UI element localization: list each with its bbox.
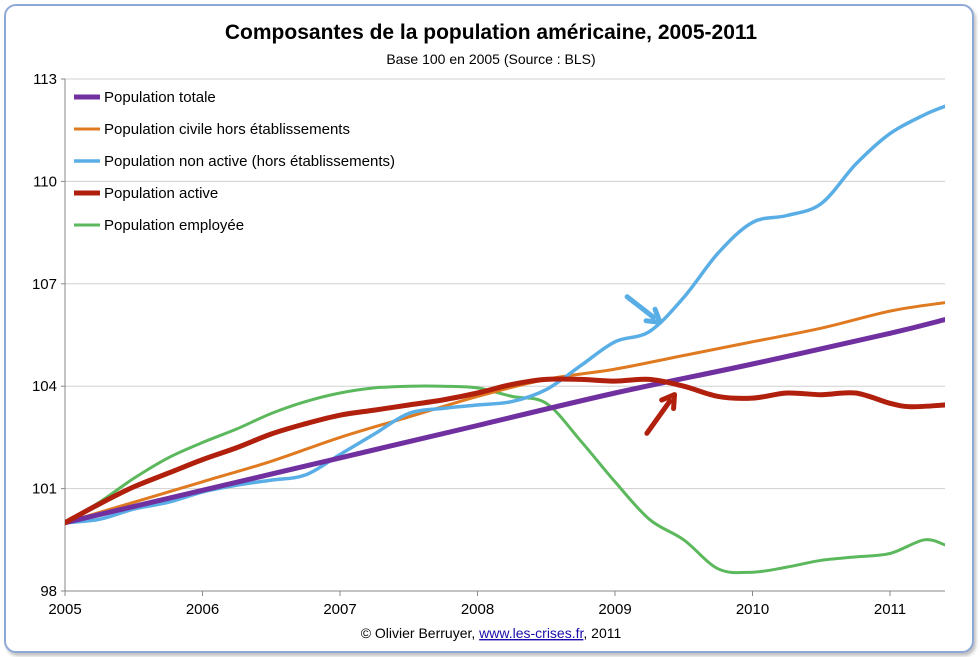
y-tick-label: 98 bbox=[40, 583, 57, 600]
x-tick-label: 2006 bbox=[186, 601, 219, 618]
legend-label-population-totale: Population totale bbox=[104, 89, 216, 106]
y-tick-label: 104 bbox=[32, 378, 57, 395]
line-chart: Composantes de la population américaine,… bbox=[32, 21, 945, 641]
credit-link[interactable]: www.les-crises.fr bbox=[478, 625, 584, 641]
credit-year: , 2011 bbox=[583, 625, 621, 641]
legend-label-population-active: Population active bbox=[104, 185, 218, 202]
axes: 98 101 104 107 110 113 2005 2006 2007 2008 2009 201… bbox=[32, 71, 945, 618]
gridlines bbox=[65, 78, 945, 490]
series-line-population-employee bbox=[65, 384, 945, 575]
y-tick-label: 110 bbox=[33, 173, 57, 190]
series-line-population-active bbox=[65, 376, 945, 526]
legend-label-population-civile-hors-etablissements: Population civile hors établissements bbox=[104, 121, 350, 138]
x-tick-label: 2008 bbox=[461, 601, 494, 618]
series-line-population-civile-hors-etablissements bbox=[65, 301, 945, 525]
annotations bbox=[624, 294, 678, 436]
legend-label-population-non-active-hors-etablissements: Population non active (hors établissemen… bbox=[104, 153, 395, 170]
series-line-population-totale bbox=[65, 317, 945, 526]
y-tick-label: 101 bbox=[32, 481, 57, 498]
x-tick-label: 2005 bbox=[48, 601, 81, 618]
credit-line: © Olivier Berruyer, www.les-crises.fr, 2… bbox=[361, 625, 622, 641]
chart-frame: Composantes de la population américaine,… bbox=[4, 4, 974, 653]
chart-subtitle: Base 100 en 2005 (Source : BLS) bbox=[386, 51, 595, 67]
annotation-arrow-shaft bbox=[644, 398, 673, 436]
x-tick-label: 2009 bbox=[598, 601, 631, 618]
y-tick-label: 107 bbox=[32, 276, 57, 293]
annotation-arrow-head bbox=[659, 392, 678, 412]
annotation-arrow-shaft bbox=[624, 294, 657, 320]
x-tick-label: 2007 bbox=[323, 601, 356, 618]
y-tick-label: 113 bbox=[33, 71, 57, 88]
x-tick-label: 2011 bbox=[874, 601, 906, 618]
credit-author: © Olivier Berruyer, bbox=[361, 625, 479, 641]
annotation-arrow-head bbox=[643, 306, 663, 325]
series-layer bbox=[65, 104, 945, 575]
legend: Population totale Population civile hors … bbox=[74, 89, 395, 234]
x-tick-label: 2010 bbox=[736, 601, 769, 618]
chart-title: Composantes de la population américaine,… bbox=[225, 21, 758, 44]
legend-label-population-employee: Population employée bbox=[104, 217, 244, 234]
